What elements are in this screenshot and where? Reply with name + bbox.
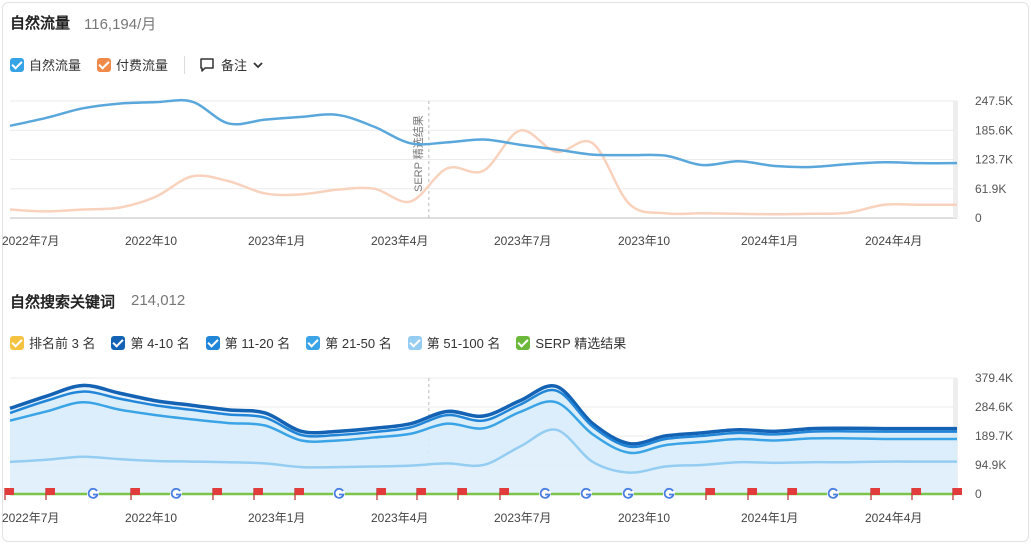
x-tick-label: 2022年7月 [2,234,59,248]
organic-traffic-chart: 247.5K 185.6K 123.7K 61.9K 0 2022年7月 2022年10 20… [2,94,1013,248]
y-tick-label: 61.9K [975,182,1006,196]
serp-annotation-label: SERP 精选结果 [412,115,425,192]
keyword-checkbox-2[interactable] [205,335,220,350]
organic-traffic-value: 116,194/月 [84,16,157,33]
x-tick-label: 2023年10 [618,234,670,248]
organic-traffic-line [9,98,958,169]
legend-keyword-4[interactable]: 第 51-100 名 [407,333,501,352]
legend-keyword-label: 第 11-20 名 [224,336,291,351]
keywords-legend: 排名前 3 名 第 4-10 名 第 11-20 名 第 21-50 名 第 51-10… [10,333,642,352]
legend-keyword-3[interactable]: 第 21-50 名 [306,333,392,352]
legend-keyword-label: 排名前 3 名 [29,336,96,351]
y-tick-label: 185.6K [975,123,1013,137]
organic-legend: 自然流量 付费流量 备注 [10,55,270,74]
paid-traffic-line [9,129,957,216]
legend-keyword-5[interactable]: SERP 精选结果 [516,333,626,352]
legend-organic-traffic[interactable]: 自然流量 [10,55,81,74]
notes-dropdown-button[interactable]: 备注 [199,55,270,74]
comment-icon [200,57,214,72]
legend-keyword-1[interactable]: 第 4-10 名 [111,333,190,352]
y-tick-label: 123.7K [975,153,1013,167]
paid-checkbox[interactable] [97,57,112,72]
legend-keyword-0[interactable]: 排名前 3 名 [10,333,95,352]
keywords-value: 214,012 [131,292,186,309]
notes-label: 备注 [221,58,248,73]
keyword-checkbox-1[interactable] [111,335,126,350]
legend-keyword-label: 第 51-100 名 [426,336,501,351]
keyword-checkbox-0[interactable] [10,335,24,350]
keyword-checkbox-4[interactable] [407,335,422,350]
legend-keyword-label: 第 4-10 名 [130,336,190,351]
organic-checkbox[interactable] [10,57,24,72]
scroll-strip [953,101,958,218]
legend-paid-traffic[interactable]: 付费流量 [97,55,168,74]
x-tick-label: 2024年4月 [865,234,922,248]
x-tick-label: 2023年1月 [248,234,305,248]
legend-separator [184,55,186,74]
x-tick-label: 2024年1月 [741,234,798,248]
x-tick-label: 2022年10 [125,234,177,248]
legend-keyword-label: 第 21-50 名 [325,336,392,351]
y-tick-label: 0 [975,211,982,225]
x-tick-label: 2023年7月 [494,234,551,248]
legend-keyword-label: SERP 精选结果 [535,336,627,351]
legend-keyword-2[interactable]: 第 11-20 名 [205,333,291,352]
x-tick-label: 2023年4月 [371,234,428,248]
organic-traffic-title: 自然流量 [10,15,71,32]
y-tick-label: 247.5K [975,94,1013,108]
chevron-down-icon [253,61,263,68]
legend-paid-label: 付费流量 [116,58,169,73]
keyword-checkbox-3[interactable] [306,335,321,350]
keyword-checkbox-5[interactable] [516,335,531,350]
keywords-title: 自然搜索关键词 [10,294,116,311]
legend-organic-label: 自然流量 [29,58,82,73]
